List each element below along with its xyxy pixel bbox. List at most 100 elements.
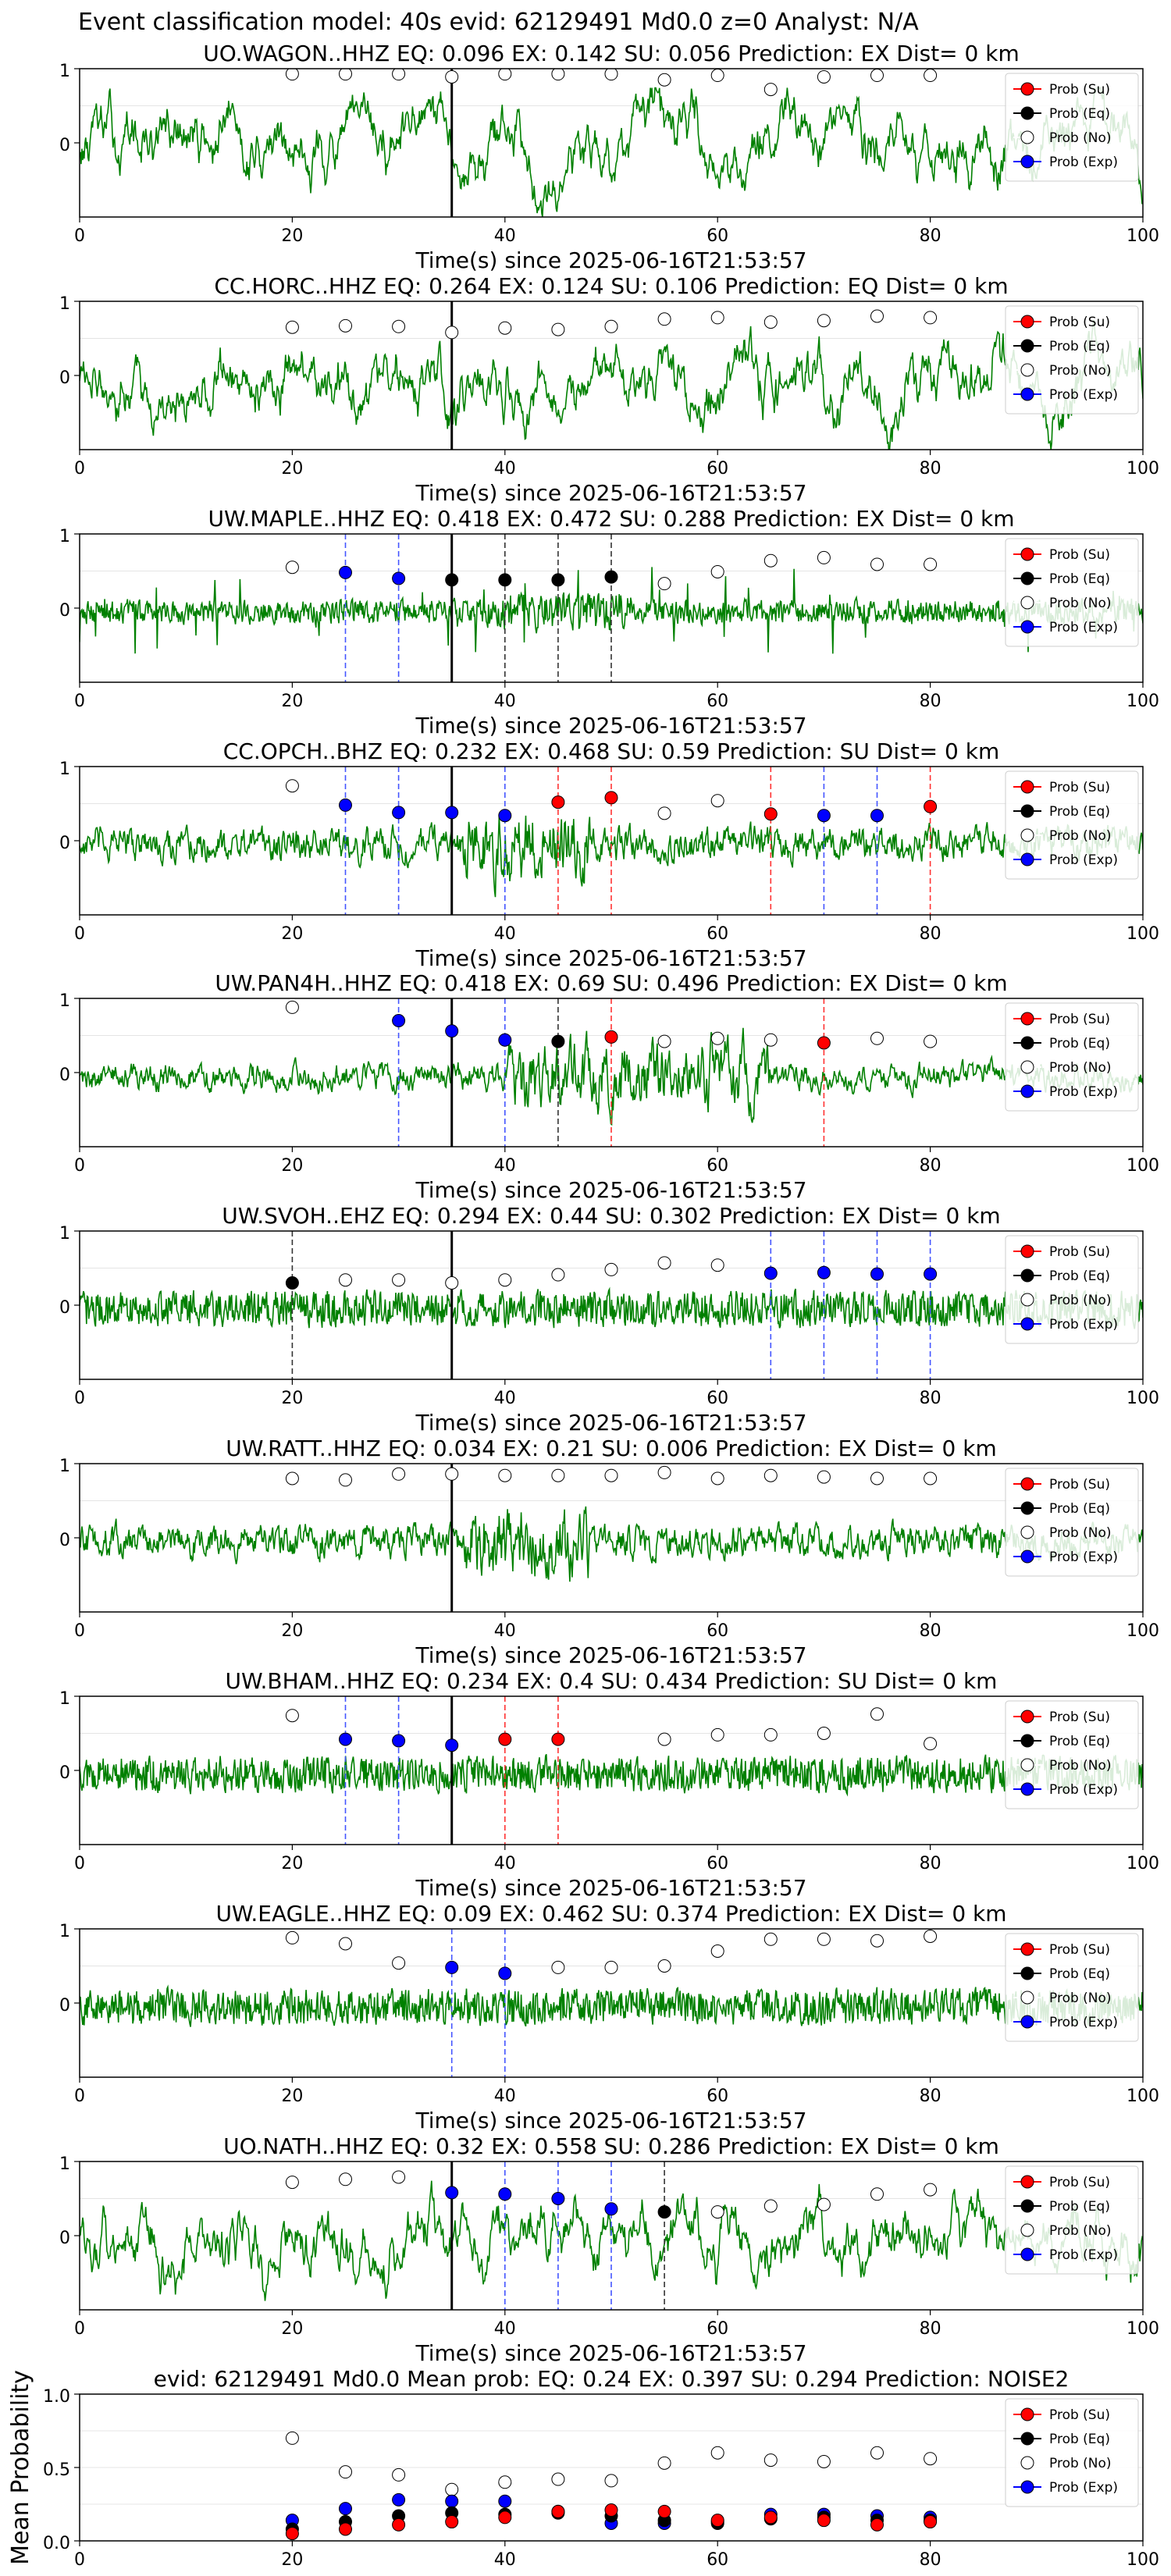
legend-marker [1020, 2407, 1034, 2421]
probability-marker [710, 2205, 724, 2219]
probability-marker [551, 1468, 565, 1482]
x-tick-label: 100 [1127, 459, 1159, 479]
y-tick-label: 1 [59, 1457, 70, 1476]
mean-probability-point [392, 2467, 406, 2482]
probability-marker [604, 1262, 618, 1276]
legend: Prob (Su) Prob (Eq) Prob (No) Prob (Exp) [1005, 73, 1139, 182]
legend-frame [1005, 1235, 1139, 1344]
panel-title: UO.NATH..HHZ EQ: 0.32 EX: 0.558 SU: 0.28… [223, 2133, 999, 2159]
y-tick-label: 1 [59, 2154, 70, 2174]
x-tick-label: 0 [74, 924, 85, 944]
probability-marker [870, 809, 884, 823]
probability-marker [392, 1014, 406, 1027]
legend-label: Prob (No) [1049, 828, 1112, 844]
station-panel: UO.WAGON..HHZ EQ: 0.096 EX: 0.142 SU: 0.… [59, 41, 1159, 273]
legend-marker [1020, 1942, 1034, 1956]
mean-probability-point [285, 2431, 299, 2445]
x-tick-label: 60 [707, 1156, 728, 1176]
legend-label: Prob (Eq) [1049, 106, 1110, 122]
x-tick-label: 0 [74, 1389, 85, 1408]
legend-marker [1020, 1525, 1034, 1539]
legend-label: Prob (Su) [1049, 547, 1110, 563]
legend-marker [1020, 387, 1034, 401]
probability-marker [445, 2186, 459, 2200]
station-panel: UW.MAPLE..HHZ EQ: 0.418 EX: 0.472 SU: 0.… [59, 506, 1159, 738]
x-tick-label: 100 [1127, 1389, 1159, 1408]
probability-marker [710, 69, 724, 83]
x-tick-label: 40 [494, 1156, 516, 1176]
y-tick-label: 0 [59, 368, 70, 388]
probability-marker [392, 319, 406, 333]
plot-area [80, 998, 1143, 1147]
x-tick-label: 60 [707, 1854, 728, 1873]
plot-area [80, 534, 1143, 682]
x-tick-label: 100 [1127, 924, 1159, 944]
probability-marker [710, 1471, 724, 1485]
mean-probability-point [657, 2456, 671, 2470]
probability-marker [604, 1030, 618, 1044]
legend-marker [1020, 804, 1034, 818]
probability-marker [339, 1937, 352, 1951]
probability-marker [445, 806, 459, 820]
legend-marker [1020, 2223, 1034, 2237]
legend-label: Prob (No) [1049, 1060, 1112, 1076]
probability-marker [870, 309, 884, 323]
y-tick-label: 1 [59, 294, 70, 314]
legend-frame [1005, 73, 1139, 182]
probability-marker [498, 573, 512, 587]
x-tick-label: 20 [281, 1156, 303, 1176]
probability-marker [339, 565, 352, 579]
mean-probability-point [604, 2474, 618, 2488]
legend-label: Prob (Eq) [1049, 2432, 1110, 2447]
probability-marker [445, 1276, 459, 1290]
probability-marker [924, 1930, 938, 1943]
probability-marker [339, 69, 352, 81]
x-tick-label: 60 [707, 692, 728, 711]
legend-marker [1020, 315, 1034, 329]
probability-marker [498, 1468, 512, 1482]
x-axis-label: Time(s) since 2025-06-16T21:53:57 [415, 2340, 806, 2366]
mean-probability-point [710, 2514, 724, 2528]
station-panel: UW.BHAM..HHZ EQ: 0.234 EX: 0.4 SU: 0.434… [59, 1668, 1159, 1901]
legend-marker [1020, 1550, 1034, 1564]
probability-marker [763, 1033, 778, 1047]
probability-marker [551, 2192, 565, 2205]
seismic-waveform [80, 1027, 1143, 1126]
legend-marker [1020, 1966, 1034, 1980]
seismic-waveform [80, 1286, 1143, 1329]
x-tick-label: 100 [1127, 2087, 1159, 2106]
probability-marker [817, 1265, 831, 1279]
legend-label: Prob (Exp) [1049, 155, 1118, 170]
probability-marker [551, 322, 565, 336]
legend-label: Prob (Exp) [1049, 1782, 1118, 1798]
x-tick-label: 20 [281, 1621, 303, 1641]
mean-probability-panel: evid: 62129491 Md0.0 Mean prob: EQ: 0.24… [7, 2366, 1159, 2570]
x-tick-label: 80 [920, 1156, 941, 1176]
x-tick-label: 40 [494, 2087, 516, 2106]
probability-marker [498, 1732, 512, 1746]
x-axis-label: Time(s) since 2025-06-16T21:53:57 [415, 945, 806, 971]
mean-probability-point [498, 2494, 512, 2508]
probability-marker [498, 321, 512, 335]
probability-marker [392, 1734, 406, 1748]
probability-marker [392, 806, 406, 820]
mean-probability-point [498, 2475, 512, 2489]
y-tick-label: 0 [59, 601, 70, 621]
probability-marker [445, 573, 459, 587]
y-tick-label: 0 [59, 1531, 70, 1550]
legend-marker [1020, 2480, 1034, 2494]
mean-probability-point [339, 2502, 352, 2516]
probability-marker [551, 573, 565, 587]
panel-title: UW.MAPLE..HHZ EQ: 0.418 EX: 0.472 SU: 0.… [208, 506, 1014, 532]
legend-label: Prob (Exp) [1049, 387, 1118, 403]
probability-marker [604, 791, 618, 805]
y-tick-label: 0 [59, 1066, 70, 1085]
probability-marker [551, 1034, 565, 1048]
x-axis-label: Time(s) since 2025-06-16T21:53:57 [415, 713, 806, 738]
legend-label: Prob (Exp) [1049, 1550, 1118, 1565]
probability-marker [285, 1000, 299, 1014]
legend-marker [1020, 106, 1034, 120]
probability-marker [657, 1465, 671, 1479]
x-tick-label: 20 [281, 2087, 303, 2106]
